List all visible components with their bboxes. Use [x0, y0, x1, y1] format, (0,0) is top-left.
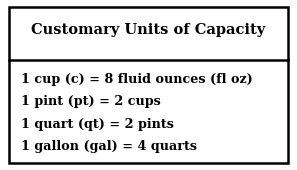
Text: 1 quart (qt) = 2 pints: 1 quart (qt) = 2 pints	[21, 118, 174, 131]
Text: 1 gallon (gal) = 4 quarts: 1 gallon (gal) = 4 quarts	[21, 140, 197, 153]
Text: 1 pint (pt) = 2 cups: 1 pint (pt) = 2 cups	[21, 95, 161, 108]
Text: 1 cup (c) = 8 fluid ounces (fl oz): 1 cup (c) = 8 fluid ounces (fl oz)	[21, 73, 252, 86]
Text: Customary Units of Capacity: Customary Units of Capacity	[31, 23, 266, 37]
FancyBboxPatch shape	[9, 7, 288, 163]
